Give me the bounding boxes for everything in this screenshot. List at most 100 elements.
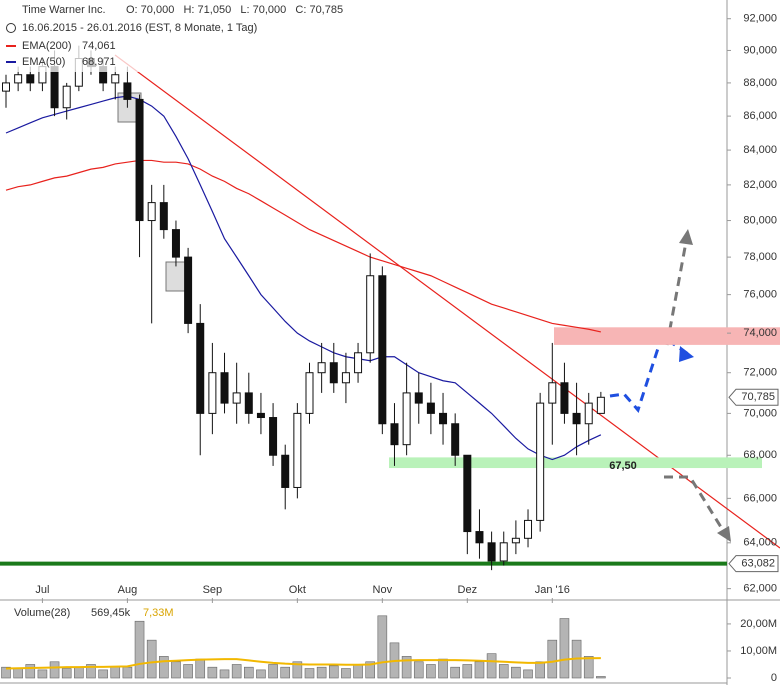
arrow-head <box>717 526 731 542</box>
candle-body <box>244 392 253 414</box>
volume-bar <box>365 661 376 679</box>
arrow-head <box>679 346 694 362</box>
volume-bar <box>523 669 533 679</box>
volume-bar <box>49 661 60 679</box>
candle-body <box>439 412 448 425</box>
volume-bar <box>413 661 424 679</box>
volume-bar <box>535 661 545 679</box>
y-tick-label: 20,00M <box>740 618 777 630</box>
clock-icon <box>6 23 16 33</box>
volume-bar <box>280 666 291 679</box>
y-tick-label: 70,000 <box>743 407 777 419</box>
y-tick-label: 64,000 <box>743 537 777 549</box>
volume-bar <box>61 668 72 679</box>
zone-label: 67,50 <box>609 460 637 472</box>
volume-bar <box>559 618 570 679</box>
y-tick-label: 66,000 <box>743 492 777 504</box>
ohlc: O: 70,000 H: 71,050 L: 70,000 C: 70,785 <box>126 4 343 16</box>
candle-body <box>147 202 156 222</box>
y-tick-label: 78,000 <box>743 251 777 263</box>
candle-body <box>293 412 302 488</box>
volume-bar <box>171 661 181 679</box>
candle-body <box>560 382 569 414</box>
candle-body <box>378 275 387 425</box>
candle-body <box>487 542 496 562</box>
candle-body <box>184 256 193 324</box>
candle-body <box>463 454 472 533</box>
volume-bar <box>134 620 145 679</box>
x-tick-label: Okt <box>289 584 306 596</box>
volume-bar <box>13 668 23 679</box>
support-tag <box>728 555 779 573</box>
candle-body <box>329 362 338 384</box>
candle-body <box>596 396 605 414</box>
legend-value: 68,971 <box>82 56 116 68</box>
marks: 67,50 62,000 64,000 66,000 68,000 70,000 72,00… <box>0 13 780 684</box>
legend-label: EMA(50) <box>22 56 65 68</box>
candle-body <box>269 417 278 456</box>
volume-bar <box>74 666 84 679</box>
y-tick-label: 92,000 <box>743 13 777 25</box>
x-tick-label: Sep <box>203 584 223 596</box>
ema-line <box>5 159 601 333</box>
candle-body <box>499 542 508 562</box>
forecast-arrow <box>664 475 726 533</box>
volume-bar <box>377 615 388 679</box>
volume-bar <box>195 658 206 679</box>
volume-bar <box>146 639 157 679</box>
volume-average <box>5 657 601 670</box>
candle-body <box>341 372 350 384</box>
arrow-head <box>679 229 693 245</box>
volume-bar <box>98 669 108 679</box>
x-tick-label: Aug <box>118 584 138 596</box>
symbol-title: Time Warner Inc. <box>22 4 106 16</box>
y-tick-label: 10,00M <box>740 645 777 657</box>
volume-bar <box>583 656 594 679</box>
y-tick-label: 76,000 <box>743 289 777 301</box>
volume-bar <box>122 666 133 679</box>
candle-body <box>426 402 435 414</box>
support-tag-label: 63,082 <box>741 558 775 570</box>
candle-body <box>111 74 120 84</box>
volume-title: Volume(28) <box>14 607 70 619</box>
candle-body <box>171 229 180 258</box>
volume-bar <box>353 664 363 679</box>
volume-bar <box>1 666 11 679</box>
candle-body <box>572 412 581 425</box>
volume-bar <box>426 664 436 679</box>
volume-bar <box>86 664 96 679</box>
candle-body <box>354 352 363 374</box>
y-tick-label: 88,000 <box>743 77 777 89</box>
candle-body <box>524 519 533 539</box>
volume-value: 569,45k <box>91 607 131 619</box>
candle-body <box>196 322 205 414</box>
volume-bar <box>292 661 303 679</box>
volume-bar <box>183 664 193 679</box>
volume-bar <box>486 653 497 679</box>
x-tick-label: Jul <box>35 584 49 596</box>
volume-bar <box>316 666 327 679</box>
candle-body <box>208 372 217 414</box>
candle-body <box>511 537 520 544</box>
volume-bar <box>547 639 558 679</box>
volume-bar <box>244 666 254 679</box>
y-tick-label: 84,000 <box>743 144 777 156</box>
volume-bar <box>474 661 485 679</box>
legend-label: EMA(200) <box>22 40 72 52</box>
price-tag-label: 70,785 <box>741 391 775 403</box>
candle-body <box>402 392 411 446</box>
legend-bg <box>0 0 300 72</box>
candle-body <box>159 202 168 231</box>
volume-bar <box>438 658 448 679</box>
volume-bar <box>37 669 48 679</box>
volume-bar <box>256 669 266 679</box>
y-tick-label: 90,000 <box>743 44 777 56</box>
y-tick-label: 62,000 <box>743 583 777 595</box>
price-tag <box>728 388 779 406</box>
y-tick-label: 72,000 <box>743 367 777 379</box>
candle-body <box>281 454 290 488</box>
volume-bar <box>401 656 412 679</box>
candle-body <box>475 531 484 544</box>
